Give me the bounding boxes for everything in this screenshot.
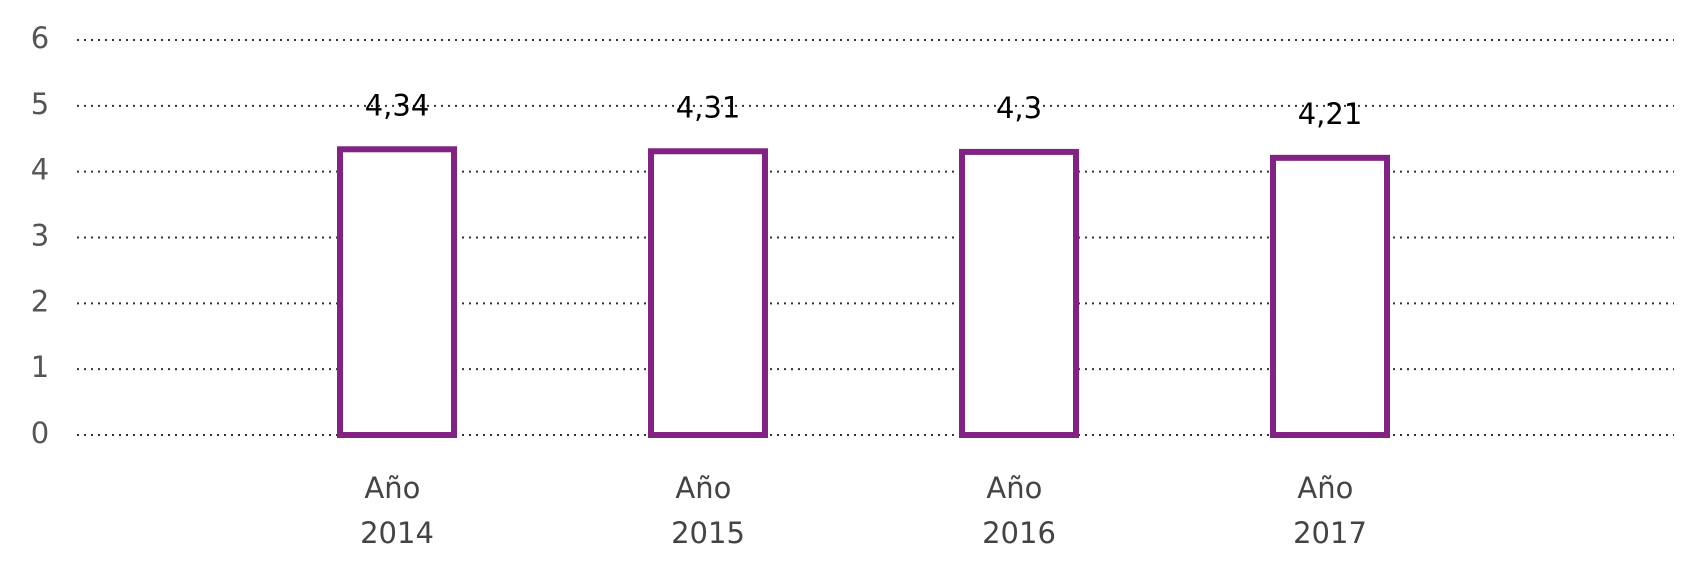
x-tick-label-line: 2014 — [360, 516, 434, 550]
x-tick-label-line: Año — [364, 471, 429, 505]
x-tick-label-line: Año — [675, 471, 740, 505]
value-label: 4,34 — [365, 88, 430, 122]
value-label: 4,3 — [996, 91, 1042, 125]
bar — [959, 148, 1079, 439]
y-tick-label: 4 — [31, 153, 49, 187]
bar — [337, 146, 457, 439]
x-tick-label-line: 2016 — [982, 516, 1056, 550]
y-tick-label: 0 — [31, 416, 49, 450]
x-tick-label: Año 2015 — [671, 471, 745, 550]
y-tick-label: 2 — [31, 284, 49, 318]
bar — [1270, 154, 1390, 438]
x-tick-label: Año 2014 — [360, 471, 434, 550]
bar — [648, 148, 768, 438]
value-label: 4,31 — [676, 90, 741, 124]
value-label: 4,21 — [1298, 97, 1363, 131]
x-tick-label-line: Año — [1297, 471, 1362, 505]
x-tick-label: Año 2017 — [1293, 471, 1367, 550]
y-tick-label: 1 — [31, 350, 49, 384]
x-tick-label-line: 2017 — [1293, 516, 1367, 550]
y-tick-label: 6 — [31, 21, 49, 55]
x-tick-label-line: Año — [986, 471, 1051, 505]
y-tick-label: 5 — [31, 87, 49, 121]
x-tick-label: Año 2016 — [982, 471, 1056, 550]
x-tick-label-line: 2015 — [671, 516, 745, 550]
y-tick-label: 3 — [31, 219, 49, 253]
